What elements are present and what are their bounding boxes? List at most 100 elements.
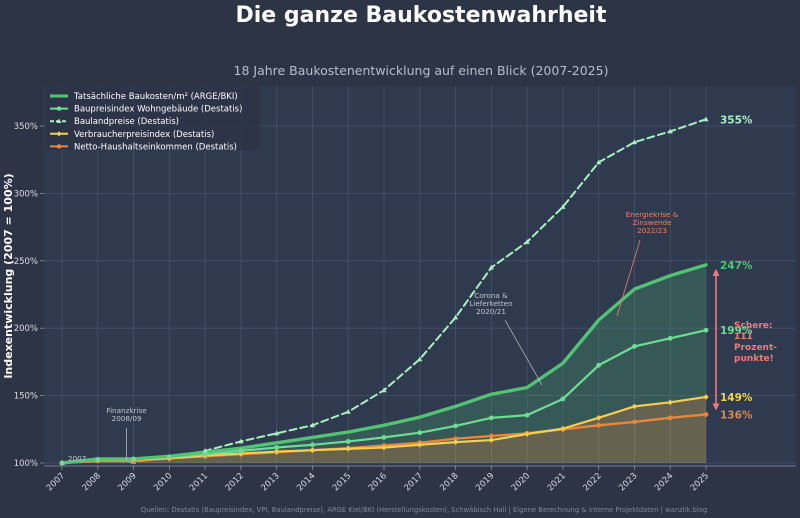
ytick-label: 200% — [14, 324, 38, 334]
xtick-label: 2024 — [653, 471, 675, 493]
data-point-3 — [703, 394, 709, 400]
y-axis-label: Indexentwicklung (2007 = 100%) — [2, 173, 15, 378]
end-label-0: 247% — [720, 260, 753, 272]
data-point-1 — [310, 442, 315, 448]
legend-box — [46, 87, 260, 150]
xtick-label: 2017 — [403, 471, 425, 493]
data-point-2 — [524, 239, 530, 244]
ytick-label: 150% — [14, 392, 38, 402]
annotation-arrow — [504, 319, 543, 386]
xtick-label: 2018 — [438, 471, 460, 493]
data-point-1 — [560, 396, 566, 402]
chart-title: Die ganze Baukostenwahrheit — [236, 3, 607, 28]
annotation-schere: punkte! — [734, 354, 774, 364]
data-point-1 — [95, 457, 101, 463]
annotation-energiekrise: Energiekrise & — [626, 210, 679, 219]
data-point-2 — [560, 204, 566, 209]
data-point-4 — [453, 436, 458, 442]
data-point-1 — [381, 434, 387, 440]
xtick-label: 2007 — [45, 471, 67, 493]
end-labels: 247% 199% 355% 149% 136% — [720, 114, 753, 421]
area-fills — [62, 264, 706, 463]
gap-arrow-head-down — [712, 403, 720, 411]
annotation-arrow — [616, 239, 641, 317]
data-point-1 — [59, 460, 65, 466]
annotation-corona: 2020/21 — [476, 307, 506, 316]
series-markers — [59, 116, 709, 466]
data-point-2 — [202, 448, 208, 453]
data-point-4 — [488, 433, 494, 439]
gap-arrow-head-up — [712, 268, 720, 276]
end-label-2: 355% — [720, 114, 753, 126]
data-point-4 — [667, 415, 673, 421]
data-point-3 — [381, 444, 387, 451]
x-tick-labels: 2007 2008 2009 2010 2011 2012 2013 2014 2015 2016… — [45, 466, 711, 493]
legend-label-2: Baulandpreise (Destatis) — [74, 117, 179, 127]
annotation-corona: Corona & — [474, 291, 508, 300]
chart-subtitle: 18 Jahre Baukostenentwicklung auf einen … — [234, 63, 609, 78]
data-point-3 — [596, 415, 602, 421]
data-point-1 — [488, 415, 494, 421]
annotation-start-year: 2007 — [68, 454, 86, 463]
xtick-label: 2014 — [295, 471, 317, 493]
data-point-3 — [417, 442, 423, 448]
xtick-label: 2020 — [510, 471, 532, 493]
xtick-label: 2025 — [689, 471, 711, 493]
xtick-label: 2012 — [224, 471, 246, 493]
data-point-1 — [632, 343, 637, 349]
data-point-1 — [274, 445, 280, 450]
annotation-energiekrise: 2022/23 — [637, 226, 667, 235]
data-point-4 — [703, 412, 709, 417]
annotation-schere: Schere: — [734, 321, 772, 331]
end-label-4: 136% — [720, 409, 753, 421]
data-point-2 — [274, 430, 280, 436]
data-point-4 — [632, 419, 637, 425]
data-point-2 — [345, 408, 351, 414]
data-point-1 — [453, 423, 458, 429]
data-point-3 — [488, 437, 494, 443]
data-point-1 — [596, 362, 602, 368]
xtick-label: 2013 — [259, 471, 281, 493]
data-point-3 — [274, 448, 280, 455]
legend: Tatsächliche Baukosten/m² (ARGE/BKI) Baup… — [46, 87, 260, 152]
data-point-2 — [309, 422, 316, 428]
fill-area-baukosten — [62, 264, 706, 463]
annotation-schere: 111 — [734, 332, 753, 342]
data-point-1 — [667, 335, 673, 341]
xtick-label: 2008 — [81, 471, 103, 493]
legend-marker-2 — [56, 118, 62, 123]
end-label-1: 199% — [720, 325, 753, 337]
data-point-1 — [345, 439, 351, 444]
data-point-2 — [703, 116, 709, 122]
data-point-2 — [667, 128, 673, 134]
annotation-finanzkrise: Finanzkrise — [106, 406, 147, 415]
ytick-label: 300% — [14, 189, 38, 199]
data-point-3 — [631, 403, 638, 410]
legend-label-1: Baupreisindex Wohngebäude (Destatis) — [74, 105, 242, 115]
fill-area-verbraucherpreise — [62, 396, 706, 463]
data-point-3 — [560, 425, 566, 432]
data-point-3 — [309, 447, 316, 453]
xtick-label: 2021 — [546, 471, 568, 493]
legend-label-3: Verbraucherpreisindex (Destatis) — [74, 130, 214, 140]
xtick-label: 2016 — [367, 471, 389, 493]
annotation-schere: Prozent- — [734, 343, 777, 353]
source-note: Quellen: Destatis (Baupreisindex, VPI, B… — [141, 506, 707, 514]
data-point-2 — [488, 264, 494, 270]
data-point-1 — [202, 451, 208, 457]
data-point-1 — [417, 430, 423, 436]
data-point-3 — [452, 439, 459, 445]
data-point-1 — [238, 448, 244, 454]
data-point-2 — [381, 387, 387, 393]
xtick-label: 2015 — [331, 471, 353, 493]
xtick-label: 2010 — [152, 471, 174, 493]
data-point-2 — [596, 159, 602, 165]
data-point-2 — [631, 139, 638, 145]
ytick-label: 250% — [14, 257, 38, 267]
ytick-label: 100% — [14, 459, 38, 469]
data-point-3 — [524, 431, 530, 437]
end-label-3: 149% — [720, 392, 753, 404]
data-point-2 — [452, 314, 459, 320]
